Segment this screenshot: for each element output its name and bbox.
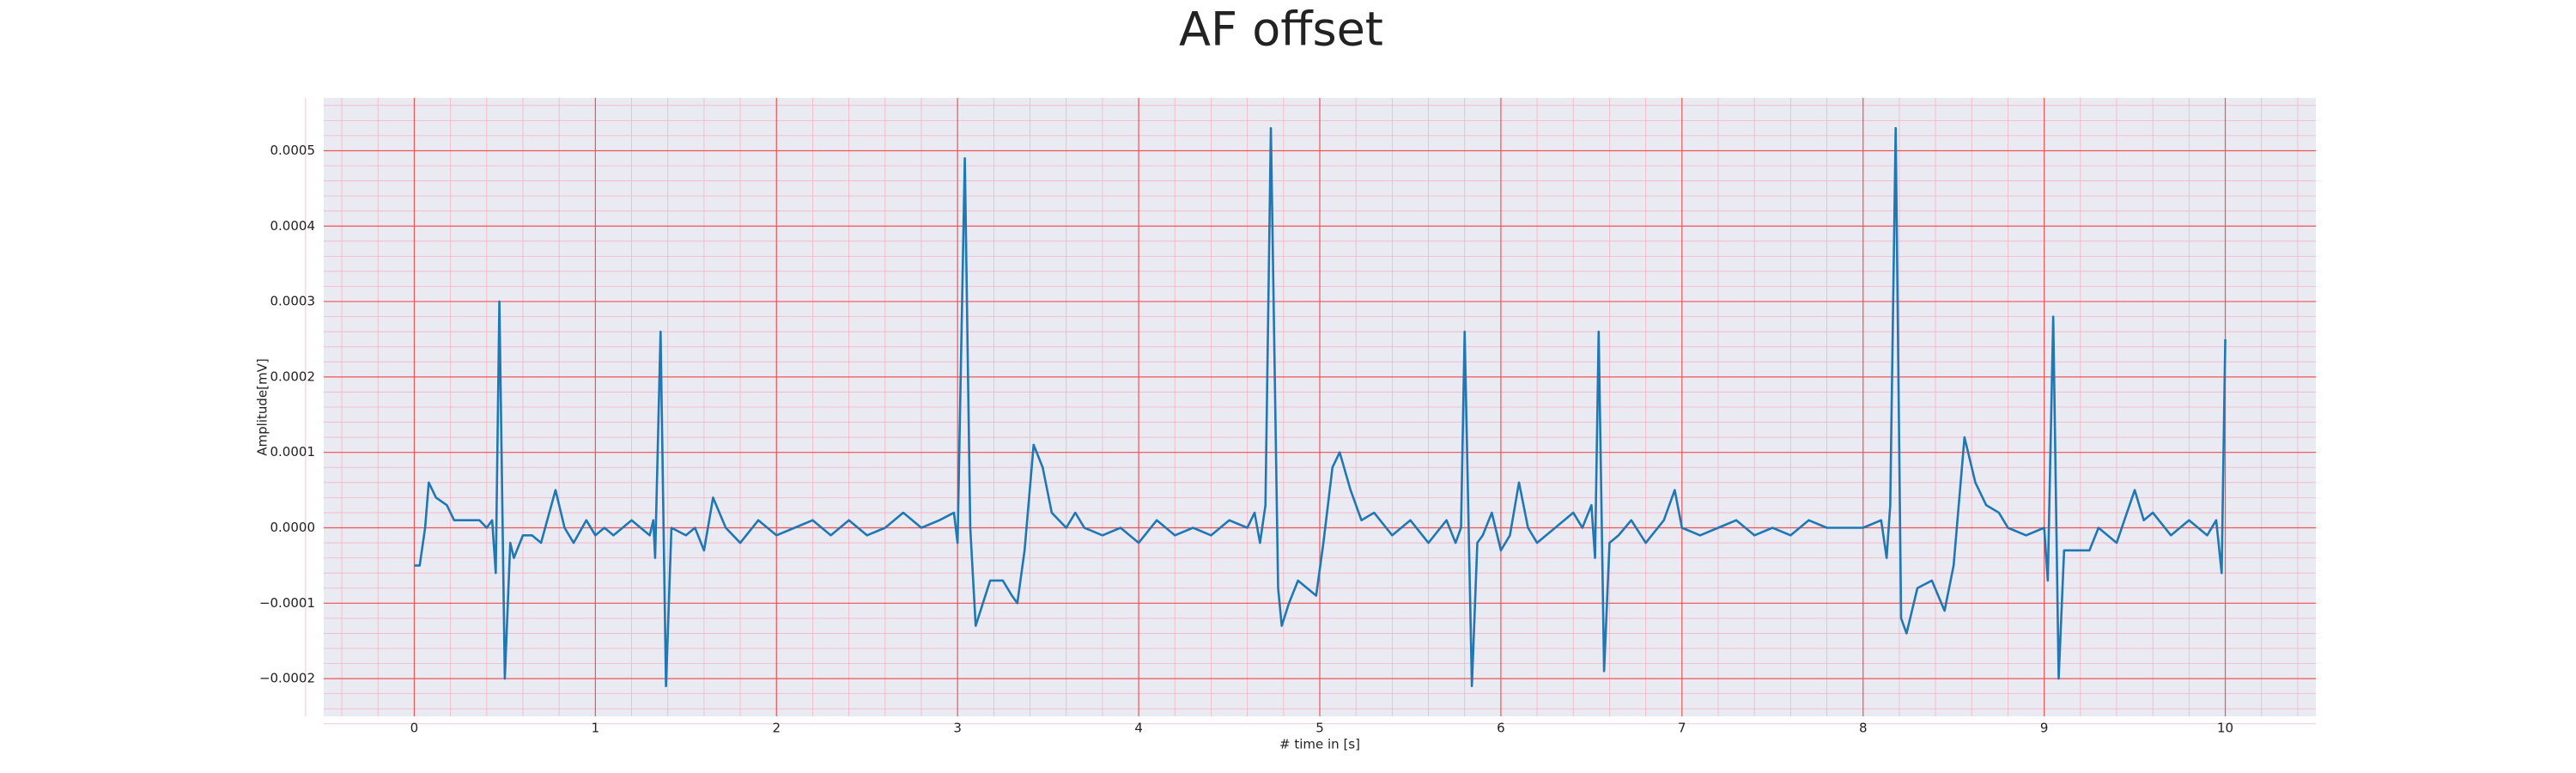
x-tick-label: 2 [772, 721, 781, 736]
x-tick-label: 0 [410, 721, 419, 736]
x-tick-label: 10 [2217, 721, 2233, 736]
x-tick-label: 5 [1315, 721, 1324, 736]
x-tick-label: 6 [1497, 721, 1505, 736]
x-tick-label: 7 [1678, 721, 1686, 736]
y-tick-label: −0.0001 [259, 595, 315, 611]
line-series [414, 126, 2227, 688]
y-tick-label: 0.0004 [270, 218, 316, 234]
y-tick-label: 0.0000 [270, 520, 316, 535]
y-axis-label: Amplitude[mV] [255, 358, 270, 455]
x-tick-label: 1 [592, 721, 600, 736]
x-tick-label: 3 [953, 721, 962, 736]
x-tick-label: 8 [1859, 721, 1868, 736]
y-tick-label: 0.0005 [270, 143, 316, 158]
y-tick-label: 0.0002 [270, 368, 316, 384]
y-tick-label: −0.0002 [259, 671, 315, 686]
x-axis-label: # time in [s] [1279, 737, 1360, 752]
y-tick-label: 0.0003 [270, 294, 316, 309]
y-tick-label: 0.0001 [270, 444, 316, 460]
x-tick-label: 4 [1134, 721, 1143, 736]
x-tick-label: 9 [2040, 721, 2049, 736]
chart-title: AF offset [1179, 3, 1383, 57]
